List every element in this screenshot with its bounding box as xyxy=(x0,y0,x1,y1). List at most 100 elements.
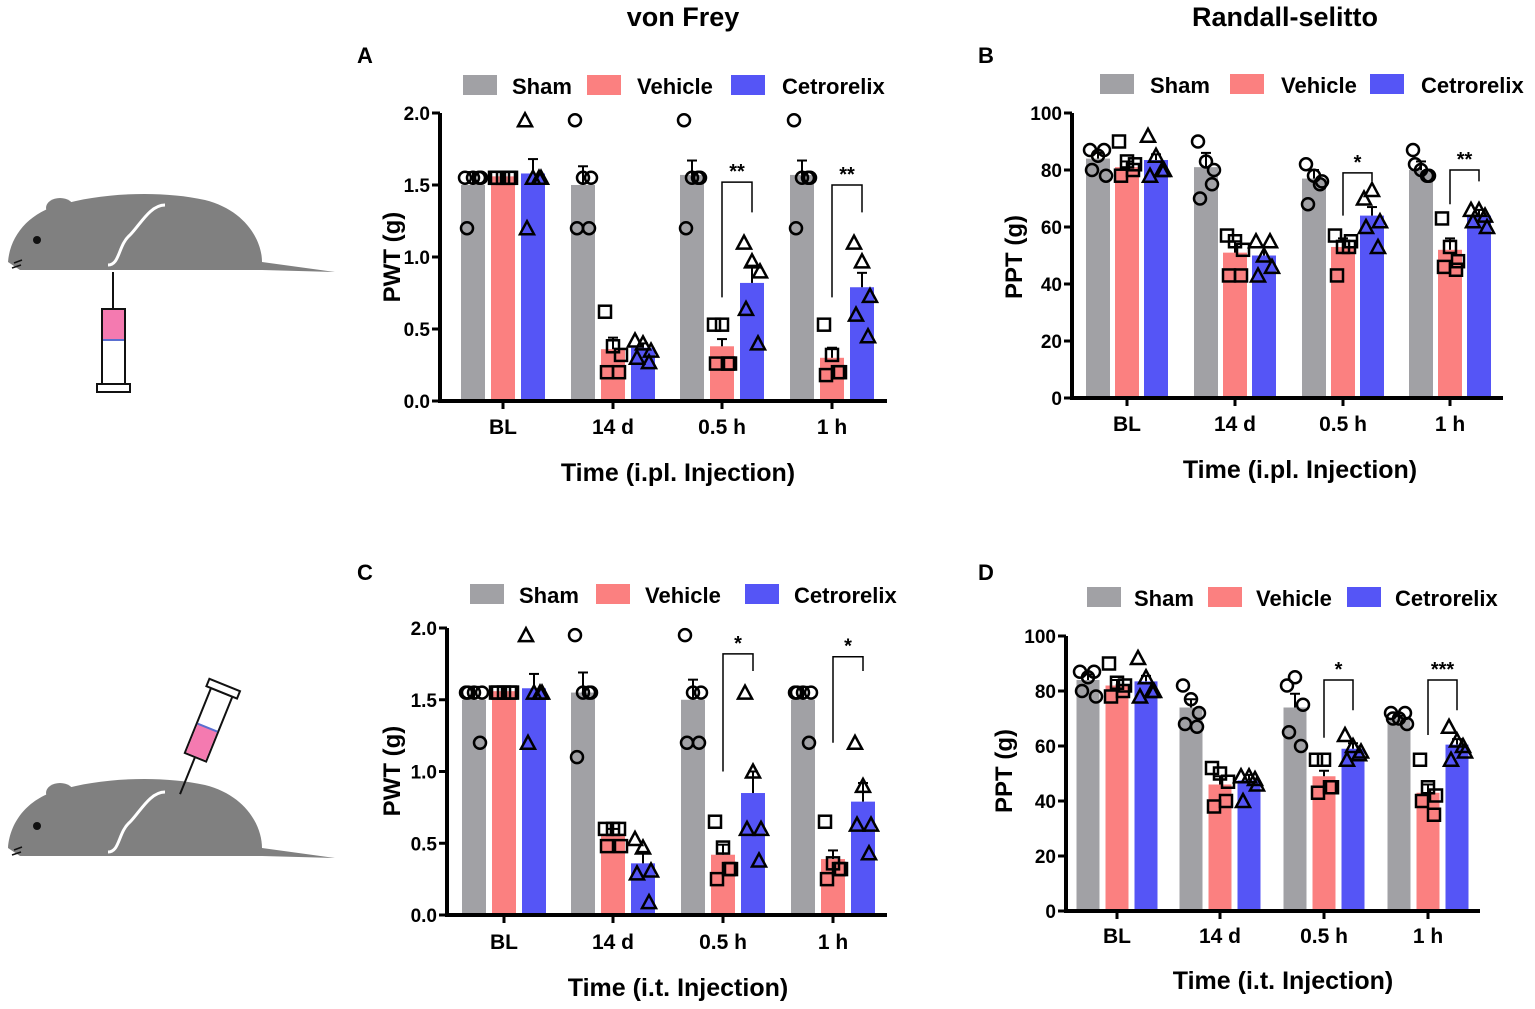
data-point-circle xyxy=(1096,142,1112,158)
data-point-square xyxy=(1125,162,1141,178)
data-point-triangle xyxy=(529,168,549,186)
data-point-circle xyxy=(786,112,802,128)
data-point-square xyxy=(501,170,517,186)
significance-label: * xyxy=(1335,659,1343,681)
x-tick-label: 1 h xyxy=(818,931,848,954)
data-point-triangle xyxy=(859,843,879,861)
data-point-circle xyxy=(474,685,490,700)
data-point-square xyxy=(1113,168,1129,183)
bar-sham xyxy=(1302,178,1326,398)
x-axis-label: Time (i.pl. Injection) xyxy=(561,459,795,487)
data-point-circle xyxy=(1281,725,1297,740)
data-point-triangle xyxy=(860,286,880,304)
data-point-square xyxy=(816,317,832,332)
data-point-circle xyxy=(676,112,692,128)
data-point-square xyxy=(1115,683,1131,699)
x-tick-label: BL xyxy=(489,416,517,439)
x-tick-label: 1 h xyxy=(1413,925,1443,948)
data-point-circle xyxy=(1177,716,1193,732)
bar-vehicle xyxy=(1115,167,1139,398)
data-point-circle xyxy=(1190,134,1206,149)
significance-bracket xyxy=(721,181,753,298)
data-point-triangle xyxy=(1146,146,1166,163)
bar-vehicle xyxy=(1312,776,1336,911)
data-point-triangle xyxy=(1260,231,1280,249)
x-tick-label: 0.5 h xyxy=(698,416,746,439)
data-point-square xyxy=(597,304,613,319)
data-point-circle xyxy=(1189,719,1205,734)
data-point-circle xyxy=(1295,697,1311,712)
data-point-triangle xyxy=(1152,160,1172,178)
y-tick-label: 0 xyxy=(1045,902,1056,923)
y-tick-label: 0 xyxy=(1051,389,1062,410)
data-point-triangle xyxy=(1233,791,1253,809)
data-point-triangle xyxy=(1447,730,1467,748)
y-tick-label: 0.0 xyxy=(404,392,430,413)
y-tick-label: 2.0 xyxy=(411,619,437,640)
data-point-square xyxy=(830,364,846,380)
significance-label: ** xyxy=(839,164,855,186)
data-point-square xyxy=(1412,752,1428,767)
y-tick-label: 100 xyxy=(1030,104,1062,125)
x-tick-label: 14 d xyxy=(1199,925,1241,948)
data-point-square xyxy=(597,821,613,837)
legend-swatch-sham xyxy=(1100,74,1134,94)
data-point-circle xyxy=(1407,157,1423,172)
data-point-square xyxy=(1322,780,1338,795)
data-point-triangle xyxy=(1469,200,1489,218)
data-point-circle xyxy=(466,685,482,700)
data-point-circle xyxy=(794,170,810,186)
x-tick-label: 14 d xyxy=(592,416,634,439)
data-point-triangle xyxy=(641,860,661,878)
data-point-triangle xyxy=(1130,686,1150,704)
x-axis-label: Time (i.t. Injection) xyxy=(568,974,788,1002)
data-point-circle xyxy=(1419,168,1435,183)
data-point-square xyxy=(1218,793,1234,809)
data-point-triangle xyxy=(633,837,653,855)
data-point-square xyxy=(1206,799,1222,814)
data-point-square xyxy=(817,814,833,829)
y-tick-label: 0.5 xyxy=(411,834,438,855)
legend-label-cetrorelix: Cetrorelix xyxy=(782,74,885,99)
data-point-triangle xyxy=(1362,180,1382,198)
data-point-square xyxy=(1111,134,1127,149)
x-axis-label: Time (i.pl. Injection) xyxy=(1183,456,1417,484)
data-point-circle xyxy=(569,749,585,765)
data-point-square xyxy=(1420,780,1436,795)
data-point-square xyxy=(1233,268,1249,283)
data-point-circle xyxy=(1312,177,1328,192)
bar-cetrorelix xyxy=(1144,160,1168,398)
data-point-triangle xyxy=(743,761,763,779)
syringe-icon xyxy=(179,677,242,795)
data-point-square xyxy=(720,356,736,371)
data-point-triangle xyxy=(1370,211,1390,229)
data-point-triangle xyxy=(1138,126,1158,144)
legend-swatch-vehicle xyxy=(587,75,621,95)
mouse-ipl-illustration xyxy=(8,193,335,393)
legend-swatch-sham xyxy=(463,75,497,95)
data-point-triangle xyxy=(735,682,755,700)
legend-swatch-vehicle xyxy=(1230,74,1264,94)
data-point-circle xyxy=(1098,168,1114,183)
data-point-circle xyxy=(684,170,700,186)
data-point-circle xyxy=(1175,678,1191,693)
bar-sham xyxy=(1179,707,1203,911)
bar-sham xyxy=(1283,707,1307,911)
bar-sham xyxy=(1194,167,1218,398)
data-point-circle xyxy=(581,220,597,236)
data-point-triangle xyxy=(1335,725,1355,743)
data-point-triangle xyxy=(1136,667,1156,685)
data-point-triangle xyxy=(844,232,864,250)
legend-swatch-vehicle xyxy=(1208,587,1242,607)
bar-cetrorelix xyxy=(850,287,874,401)
y-tick-label: 60 xyxy=(1035,737,1056,758)
data-point-square xyxy=(599,364,615,380)
x-tick-label: 1 h xyxy=(817,416,847,439)
data-point-square xyxy=(1450,253,1466,269)
data-point-circle xyxy=(1385,711,1401,726)
data-point-circle xyxy=(788,220,804,236)
data-point-triangle xyxy=(633,333,653,351)
data-point-circle xyxy=(1084,162,1100,178)
data-point-circle xyxy=(567,112,583,128)
data-point-triangle xyxy=(1356,217,1376,235)
